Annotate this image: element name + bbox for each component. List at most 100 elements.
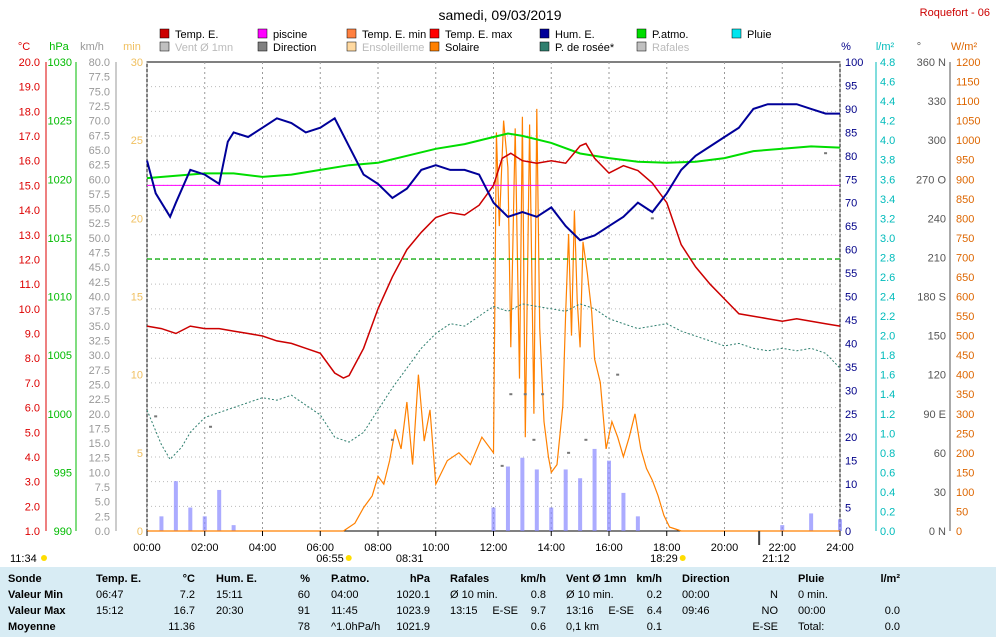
summary-cell: 00:00 bbox=[798, 605, 826, 617]
summary-header-label: Rafales bbox=[450, 573, 490, 585]
wind-tick-label: 32.5 bbox=[89, 335, 110, 347]
x-tick-label: 02:00 bbox=[191, 542, 219, 554]
direction-tick-label: 330 bbox=[928, 96, 946, 108]
legend-label: Temp. E. min bbox=[362, 29, 426, 41]
humidity-tick-label: 60 bbox=[845, 245, 857, 257]
x-tick-label: 06:00 bbox=[306, 542, 334, 554]
legend-swatch bbox=[257, 28, 268, 39]
wind-tick-label: 10.0 bbox=[89, 467, 110, 479]
moonrise-label: 11:34 bbox=[10, 553, 37, 565]
gust-bar-4 bbox=[217, 489, 222, 531]
x-tick-label: 14:00 bbox=[537, 542, 565, 554]
minutes-tick-label: 0 bbox=[137, 526, 143, 538]
wind-tick-label: 12.5 bbox=[89, 453, 110, 465]
summary-header: Direction bbox=[676, 571, 788, 587]
summary-row: 06:47 7.2 bbox=[90, 587, 205, 603]
wind-tick-label: 35.0 bbox=[89, 321, 110, 333]
summary-column: P.atmo. hPa 04:00 1020.1 11:45 1023.9 ^1.0hPa/… bbox=[325, 567, 440, 637]
gust-bar-27 bbox=[838, 519, 842, 531]
weather-chart: 1.0 2.0 3.0 4.0 5.0 6.0 7.0 8.0 9.0 10.0 11.0 12.0 1… bbox=[10, 7, 990, 565]
wind-unit-label: km/h bbox=[80, 41, 104, 53]
summary-column: Vent Ø 1mn km/h Ø 10 min. 0.2 13:16 E-SE 6.4 0,… bbox=[560, 567, 672, 637]
temp-tick-label: 14.0 bbox=[19, 205, 40, 217]
direction-point-0 bbox=[154, 415, 158, 418]
gust-bar-22 bbox=[607, 460, 611, 531]
humidity-tick-label: 80 bbox=[845, 151, 857, 163]
chart-title: samedi, 09/03/2019 bbox=[439, 7, 562, 23]
pressure-tick-label: 1010 bbox=[48, 292, 72, 304]
summary-row: 78 bbox=[210, 619, 320, 635]
temp-tick-label: 11.0 bbox=[19, 279, 40, 291]
humidity-unit-label: % bbox=[841, 41, 851, 53]
summary-header: Sonde bbox=[0, 571, 88, 587]
chart-grid bbox=[146, 61, 841, 532]
moonset-label: 21:12 bbox=[762, 553, 790, 565]
rain-tick-label: 0.2 bbox=[880, 506, 895, 518]
station-name: Roquefort - 06 bbox=[920, 7, 990, 19]
humidity-tick-label: 5 bbox=[845, 503, 851, 515]
rain-tick-label: 4.6 bbox=[880, 77, 895, 89]
temp-tick-label: 3.0 bbox=[25, 477, 40, 489]
direction-point-10 bbox=[616, 373, 620, 376]
pressure-tick-label: 1030 bbox=[48, 57, 72, 69]
temperature-line bbox=[146, 142, 841, 379]
gust-bar-16 bbox=[520, 457, 525, 531]
sunset-label: 18:29 bbox=[650, 553, 678, 565]
solar-tick-label: 200 bbox=[956, 448, 974, 460]
rain-tick-label: 2.6 bbox=[880, 272, 895, 284]
pressure-tick-label: 1005 bbox=[48, 350, 72, 362]
x-tick-label: 08:00 bbox=[364, 542, 392, 554]
summary-cell: 09:46 bbox=[682, 605, 710, 617]
legend-label: Solaire bbox=[445, 42, 479, 54]
summary-row: 0.6 bbox=[444, 619, 556, 635]
gust-bar-14 bbox=[491, 507, 496, 531]
summary-unit: km/h bbox=[636, 573, 662, 585]
solar-tick-label: 950 bbox=[956, 155, 974, 167]
gust-bar-2 bbox=[188, 507, 193, 531]
summary-row: 04:00 1020.1 bbox=[325, 587, 440, 603]
solar-unit-label: W/m² bbox=[951, 41, 978, 53]
wind-tick-label: 42.5 bbox=[89, 277, 110, 289]
summary-cell: 0.6 bbox=[530, 621, 546, 633]
legend-label: Temp. E. max bbox=[445, 29, 513, 41]
solar-tick-label: 300 bbox=[956, 409, 974, 421]
rain-tick-label: 2.8 bbox=[880, 252, 895, 264]
pressure-series bbox=[146, 132, 841, 180]
summary-header: Temp. E. °C bbox=[90, 571, 205, 587]
sunshine-start-label: 08:31 bbox=[396, 553, 424, 565]
minutes-unit-label: min bbox=[123, 41, 141, 53]
direction-tick-label: 150 bbox=[928, 331, 946, 343]
gust-bar-15 bbox=[505, 466, 510, 531]
temp-tick-label: 9.0 bbox=[25, 329, 40, 341]
direction-point-3 bbox=[500, 464, 504, 467]
wind-tick-label: 2.5 bbox=[95, 511, 110, 523]
rain-tick-label: 1.8 bbox=[880, 350, 895, 362]
humidity-tick-label: 20 bbox=[845, 432, 857, 444]
direction-point-11 bbox=[650, 217, 654, 220]
solar-tick-label: 250 bbox=[956, 428, 974, 440]
summary-header-label: Pluie bbox=[798, 573, 825, 585]
moon-icon bbox=[41, 555, 47, 561]
gust-bar-24 bbox=[635, 516, 640, 531]
legend-swatch bbox=[159, 28, 170, 39]
humidity-tick-label: 55 bbox=[845, 268, 857, 280]
gust-bar-19 bbox=[563, 469, 568, 531]
temp-tick-label: 5.0 bbox=[25, 427, 40, 439]
wind-tick-label: 72.5 bbox=[89, 101, 110, 113]
x-tick-label: 18:00 bbox=[653, 542, 681, 554]
solar-tick-label: 850 bbox=[956, 194, 974, 206]
direction-tick-label: 30 bbox=[934, 487, 946, 499]
humidity-tick-label: 0 bbox=[845, 526, 851, 538]
humidity-tick-label: 10 bbox=[845, 479, 857, 491]
wind-tick-label: 40.0 bbox=[89, 292, 110, 304]
summary-unit: °C bbox=[182, 573, 195, 585]
humidity-tick-label: 50 bbox=[845, 292, 857, 304]
temp-tick-label: 15.0 bbox=[19, 180, 40, 192]
summary-cell: E-SE bbox=[608, 605, 634, 617]
summary-row: 13:15 E-SE 9.7 bbox=[444, 603, 556, 619]
solar-tick-label: 100 bbox=[956, 487, 974, 499]
direction-tick-label: 60 bbox=[934, 448, 946, 460]
solar-line bbox=[147, 108, 840, 532]
rain-tick-label: 4.4 bbox=[880, 96, 895, 108]
pressure-unit-label: hPa bbox=[49, 41, 69, 53]
